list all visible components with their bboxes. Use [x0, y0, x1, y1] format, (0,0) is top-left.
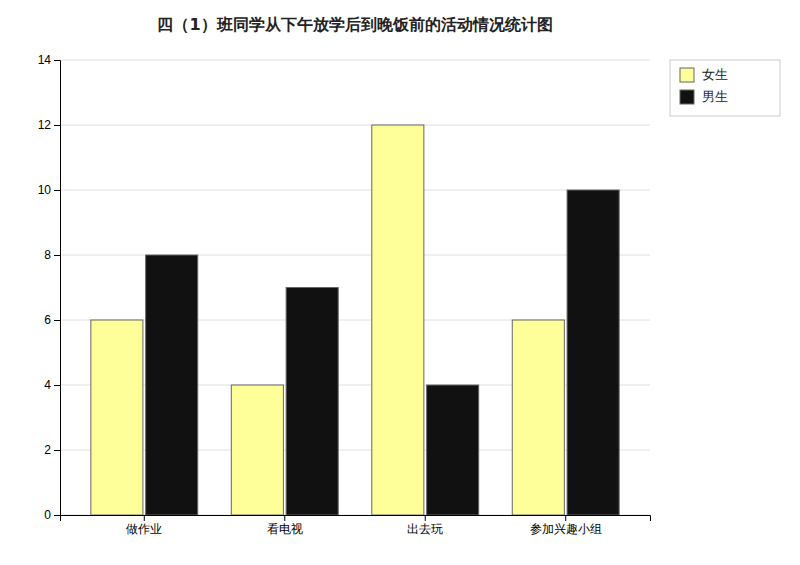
- y-tick-mark: [54, 125, 60, 126]
- y-tick-mark: [54, 190, 60, 191]
- axis-line: [61, 516, 651, 522]
- legend-item: 女生: [680, 67, 728, 82]
- x-tick-label: 参加兴趣小组: [530, 522, 602, 536]
- x-tick: 出去玩: [407, 515, 443, 536]
- legend: 女生男生: [670, 60, 780, 116]
- x-tick-mark: [284, 515, 285, 521]
- grid-line: [60, 190, 650, 191]
- bar: [91, 320, 143, 515]
- chart-title: 四（1）班同学从下午放学后到晚饭前的活动情况统计图: [157, 15, 552, 34]
- y-tick-mark: [54, 515, 60, 516]
- y-tick-label: 12: [38, 118, 52, 132]
- y-tick-mark: [54, 385, 60, 386]
- legend-swatch: [680, 90, 694, 104]
- y-tick: 10: [38, 183, 60, 197]
- y-tick-label: 14: [38, 53, 52, 67]
- legend-item: 男生: [680, 89, 728, 104]
- x-tick-mark: [144, 515, 145, 521]
- y-tick-mark: [54, 60, 60, 61]
- x-tick: 做作业: [126, 515, 162, 536]
- y-tick: 6: [44, 313, 60, 327]
- bar: [372, 125, 424, 515]
- bar: [567, 190, 619, 515]
- x-tick-label: 做作业: [126, 522, 162, 536]
- legend-label: 男生: [702, 89, 728, 104]
- y-tick-label: 6: [44, 313, 51, 327]
- bars: [91, 125, 619, 515]
- chart-svg: 四（1）班同学从下午放学后到晚饭前的活动情况统计图做作业 看电视 出去玩 参加兴趣小组…: [0, 0, 800, 565]
- grid-line: [60, 125, 650, 126]
- plot: 做作业 看电视 出去玩 参加兴趣小组 0 2 4 6 8 10 12 14: [38, 53, 651, 535]
- y-tick: 0: [44, 508, 60, 522]
- legend-label: 女生: [702, 67, 728, 82]
- bar: [146, 255, 198, 515]
- y-axis: 0 2 4 6 8 10 12 14: [38, 53, 61, 522]
- bar: [512, 320, 564, 515]
- y-tick-mark: [54, 255, 60, 256]
- legend-swatch: [680, 68, 694, 82]
- grid-line: [60, 60, 650, 61]
- y-tick-label: 0: [44, 508, 51, 522]
- y-tick: 14: [38, 53, 60, 67]
- y-tick: 12: [38, 118, 60, 132]
- y-tick-mark: [54, 320, 60, 321]
- x-axis: 做作业 看电视 出去玩 参加兴趣小组: [61, 515, 651, 536]
- x-tick-mark: [565, 515, 566, 521]
- y-tick-label: 10: [38, 183, 52, 197]
- bar-series: [91, 125, 565, 515]
- axis-line: [54, 61, 61, 516]
- bar: [231, 385, 283, 515]
- legend-box: [670, 60, 780, 116]
- bar: [286, 288, 338, 516]
- y-tick-label: 4: [44, 378, 51, 392]
- y-tick: 2: [44, 443, 60, 457]
- x-tick: 看电视: [267, 515, 303, 536]
- y-tick: 8: [44, 248, 60, 262]
- y-tick-mark: [54, 450, 60, 451]
- x-tick-mark: [425, 515, 426, 521]
- x-tick-label: 出去玩: [407, 522, 443, 536]
- bar-series: [146, 190, 620, 515]
- x-tick: 参加兴趣小组: [530, 515, 602, 536]
- bar: [427, 385, 479, 515]
- y-tick-label: 2: [44, 443, 51, 457]
- x-tick-label: 看电视: [267, 522, 303, 536]
- y-tick-label: 8: [44, 248, 51, 262]
- grid: [60, 60, 650, 515]
- y-tick: 4: [44, 378, 60, 392]
